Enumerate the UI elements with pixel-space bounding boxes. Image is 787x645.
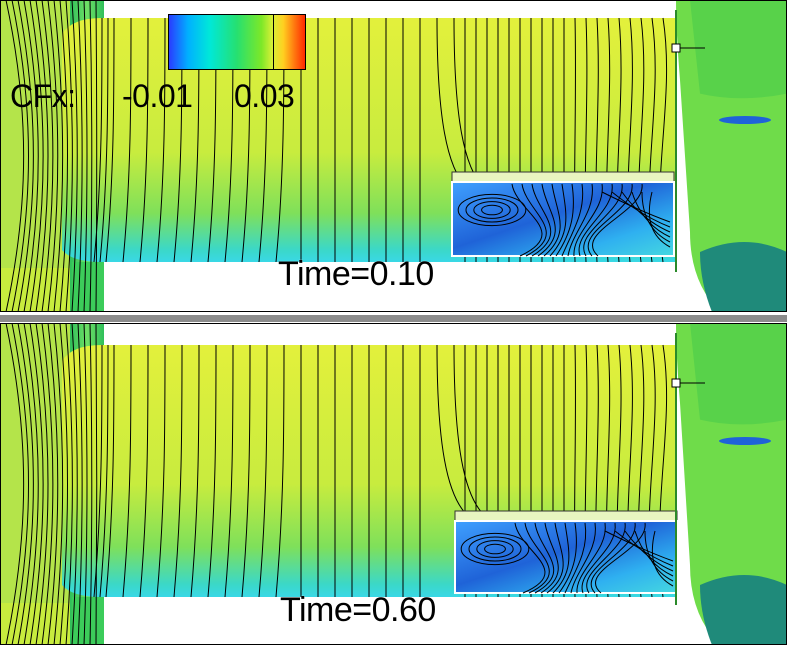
surface-streamline-plot-top [0,0,787,312]
surface-streamline-plot-bottom [0,323,787,645]
vortex-streamlines [460,522,674,594]
time-label-top: Time=0.10 [278,255,434,293]
box-header-strip [451,171,675,183]
colorbar-legend: CFx: -0.01 0.03 [10,10,320,130]
flow-panel-bottom: Time=0.60 [0,323,787,645]
axis-marker [671,43,681,53]
colorbar-tick-mark [273,15,274,69]
right-cap-blue-band [719,116,771,124]
flow-panel-top: CFx: -0.01 0.03 Time=0.10 [0,0,787,312]
colorbar-tick-max: 0.03 [234,78,295,114]
background-area [104,597,678,645]
panel-divider [0,315,787,322]
background-area [104,262,678,312]
colorbar [168,14,306,70]
right-cap-upper [690,0,787,99]
right-cap-base [700,575,787,645]
right-cap-base [700,242,787,312]
left-ring-lower [72,262,104,312]
right-cap-blue-band [719,437,771,445]
axis-marker [671,378,681,388]
vortex-streamlines [457,183,671,257]
colorbar-tick-min: -0.01 [122,78,193,114]
box-header-strip [454,510,678,522]
streamlines [5,323,668,645]
left-ring-lower [72,597,104,645]
colorbar-variable-label: CFx: [10,78,76,114]
right-cap-upper [690,323,787,425]
time-label-bottom: Time=0.60 [280,591,436,629]
